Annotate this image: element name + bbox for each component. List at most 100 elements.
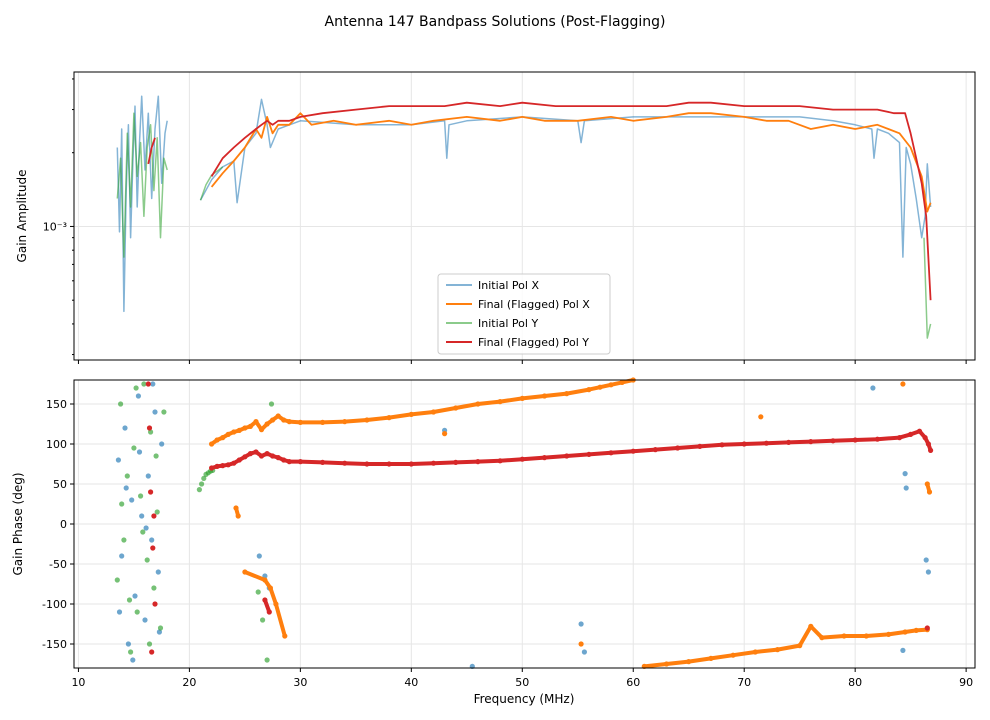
phase-x-tick-label: 80 — [848, 676, 862, 689]
phase-point — [150, 545, 156, 551]
amplitude-series-group — [116, 95, 932, 339]
phase-point — [151, 513, 157, 519]
phase-point — [118, 401, 124, 407]
phase-point — [123, 485, 129, 491]
phase-point — [138, 493, 144, 499]
phase-track — [209, 378, 932, 669]
phase-x-tick-label: 40 — [404, 676, 418, 689]
phase-axes: 10 20 30 40 50 60 70 80 90 -150 -100 -50 0 50 100 150 G… — [11, 377, 976, 706]
phase-point — [141, 381, 147, 387]
phase-point — [581, 649, 588, 655]
phase-point — [923, 557, 929, 563]
phase-point — [136, 449, 143, 455]
legend-label: Final (Flagged) Pol X — [478, 298, 590, 311]
phase-point — [154, 509, 160, 515]
phase-point — [161, 409, 167, 415]
phase-point — [201, 475, 207, 481]
phase-y-tick-label: 0 — [60, 518, 67, 531]
phase-point — [153, 453, 159, 459]
legend-label: Initial Pol X — [478, 279, 539, 292]
phase-point — [124, 473, 130, 479]
amplitude-ticks: 10⁻³ — [43, 78, 967, 364]
phase-point — [125, 641, 131, 647]
phase-point — [152, 409, 158, 415]
phase-point — [148, 429, 154, 435]
phase-point — [142, 617, 148, 623]
phase-y-tick-label: -100 — [42, 598, 67, 611]
phase-point — [143, 525, 149, 531]
phase-point — [925, 569, 932, 575]
phase-point — [150, 381, 156, 387]
phase-point — [196, 487, 202, 493]
phase-point — [144, 557, 150, 563]
amplitude-ylabel: Gain Amplitude — [15, 170, 29, 263]
phase-point — [902, 471, 908, 477]
phase-point — [149, 537, 155, 543]
phase-point — [126, 597, 133, 603]
phase-point — [129, 497, 135, 503]
phase-point — [151, 585, 157, 591]
phase-point — [256, 553, 262, 559]
phase-point — [132, 593, 138, 599]
phase-x-tick-label: 90 — [959, 676, 973, 689]
phase-point — [115, 457, 121, 463]
phase-point — [116, 609, 123, 615]
amplitude-y-tick-label: 10⁻³ — [43, 220, 67, 233]
phase-grid — [74, 380, 975, 668]
phase-point — [128, 649, 134, 655]
phase-point — [900, 381, 906, 387]
phase-point — [114, 577, 120, 583]
phase-point — [146, 425, 153, 431]
phase-x-tick-label: 60 — [626, 676, 640, 689]
phase-point — [145, 473, 151, 479]
phase-point — [139, 513, 145, 519]
phase-ylabel: Gain Phase (deg) — [11, 472, 25, 575]
phase-point — [149, 649, 155, 655]
phase-scatter-initial-pol-y — [114, 381, 275, 663]
phase-point — [264, 657, 270, 663]
legend-label: Final (Flagged) Pol Y — [478, 336, 589, 349]
phase-point — [152, 601, 158, 607]
phase-point — [146, 641, 153, 647]
phase-point — [578, 621, 584, 627]
amplitude-frame — [73, 71, 976, 361]
phase-point — [140, 529, 146, 535]
legend-items: Initial Pol X Final (Flagged) Pol X Initia… — [446, 279, 590, 349]
phase-point — [262, 573, 268, 579]
amplitude-grid — [74, 72, 975, 360]
phase-y-tick-label: -50 — [49, 558, 67, 571]
phase-point — [133, 385, 139, 391]
phase-x-tick-label: 30 — [293, 676, 307, 689]
phase-ticks: 10 20 30 40 50 60 70 80 90 -150 -100 -50 0 50 100 150 — [42, 398, 973, 689]
phase-point — [159, 441, 165, 447]
phase-point — [900, 647, 906, 654]
phase-x-tick-label: 70 — [737, 676, 751, 689]
phase-point — [148, 489, 154, 495]
figure-title: Antenna 147 Bandpass Solutions (Post-Fla… — [325, 14, 666, 30]
phase-point — [157, 625, 164, 631]
legend: Initial Pol X Final (Flagged) Pol X Initia… — [437, 273, 611, 355]
phase-point — [156, 629, 162, 635]
phase-point — [268, 401, 275, 407]
phase-point — [119, 553, 125, 559]
phase-point — [442, 431, 448, 437]
phase-point — [134, 609, 140, 615]
phase-point — [255, 589, 261, 595]
phase-point — [924, 625, 930, 631]
phase-scatter-final-flagged-pol-y — [145, 381, 934, 655]
phase-point — [870, 385, 876, 391]
amplitude-line-initial-pol-x — [116, 95, 932, 313]
legend-box — [437, 273, 611, 355]
phase-xlabel: Frequency (MHz) — [474, 692, 575, 706]
phase-x-tick-label: 50 — [515, 676, 529, 689]
phase-point — [260, 617, 266, 623]
phase-x-tick-label: 10 — [71, 676, 85, 689]
phase-y-tick-label: 50 — [53, 478, 67, 491]
phase-y-tick-label: -150 — [42, 638, 67, 651]
phase-point — [578, 641, 584, 647]
phase-point — [155, 569, 161, 575]
phase-point — [122, 425, 128, 431]
amplitude-line-final-flagged-pol-y — [147, 101, 932, 301]
legend-label: Initial Pol Y — [478, 317, 538, 330]
